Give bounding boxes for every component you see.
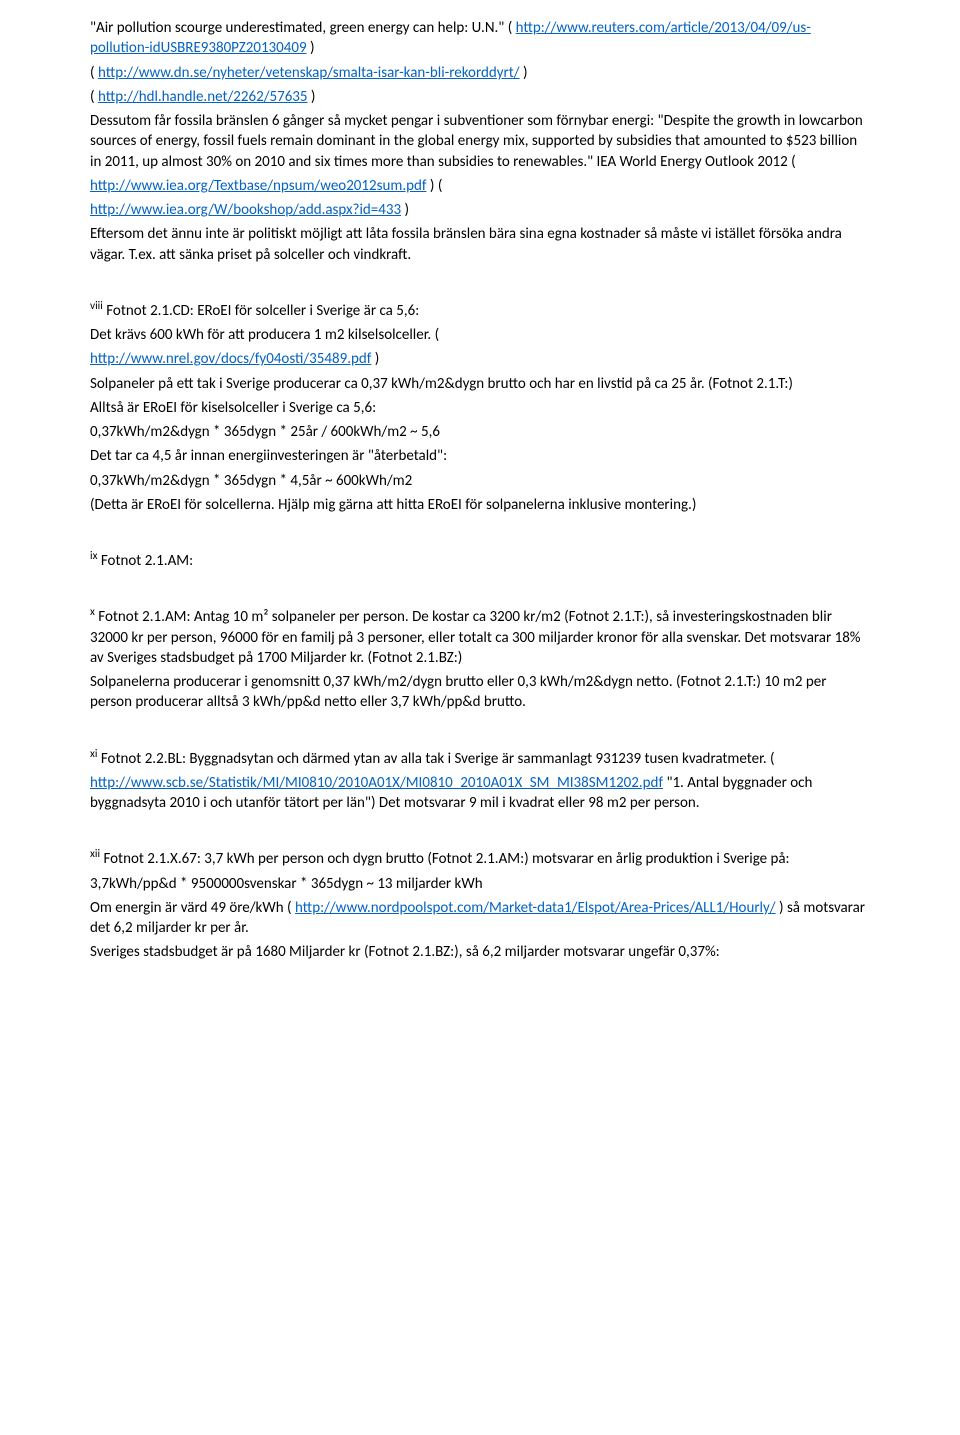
footnote-block-ix: ix Fotnot 2.1.AM:	[90, 551, 870, 571]
paragraph: Eftersom det ännu inte är politiskt möjl…	[90, 224, 870, 265]
link-nrel[interactable]: http://www.nrel.gov/docs/fy04osti/35489.…	[90, 350, 371, 368]
footnote-marker: xii	[90, 847, 100, 861]
paragraph: http://www.nrel.gov/docs/fy04osti/35489.…	[90, 349, 870, 369]
paragraph: "Air pollution scourge underestimated, g…	[90, 18, 870, 59]
text: (	[90, 64, 98, 82]
text: 3,7kWh/pp&d * 9500000svenskar * 365dygn …	[90, 875, 483, 893]
footnote-block-viii: viii Fotnot 2.1.CD: ERoEI för solceller …	[90, 301, 870, 515]
text: Det krävs 600 kWh för att producera 1 m2…	[90, 326, 439, 344]
paragraph: Alltså är ERoEI för kiselsolceller i Sve…	[90, 398, 870, 418]
text: Det tar ca 4,5 år innan energiinvesterin…	[90, 447, 447, 465]
footnote-marker: viii	[90, 299, 103, 313]
paragraph: (Detta är ERoEI för solcellerna. Hjälp m…	[90, 495, 870, 515]
text: Fotnot 2.1.AM: Antag 10 m² solpaneler pe…	[90, 608, 861, 667]
paragraph: Dessutom får fossila bränslen 6 gånger s…	[90, 111, 870, 172]
text: )	[404, 201, 409, 219]
paragraph: Om energin är värd 49 öre/kWh ( http://w…	[90, 898, 870, 939]
text: )	[311, 88, 316, 106]
footnote-block-x: x Fotnot 2.1.AM: Antag 10 m² solpaneler …	[90, 607, 870, 712]
document-page: "Air pollution scourge underestimated, g…	[0, 0, 960, 997]
paragraph: xi Fotnot 2.2.BL: Byggnadsytan och därme…	[90, 749, 870, 769]
paragraph: ( http://hdl.handle.net/2262/57635 )	[90, 87, 870, 107]
paragraph: x Fotnot 2.1.AM: Antag 10 m² solpaneler …	[90, 607, 870, 668]
text: "Air pollution scourge underestimated, g…	[90, 19, 512, 37]
text: ) (	[430, 177, 443, 195]
link-hdl[interactable]: http://hdl.handle.net/2262/57635	[98, 88, 308, 106]
text: (Detta är ERoEI för solcellerna. Hjälp m…	[90, 496, 696, 514]
footnote-block-air-pollution: "Air pollution scourge underestimated, g…	[90, 18, 870, 265]
paragraph: Solpaneler på ett tak i Sverige producer…	[90, 374, 870, 394]
paragraph: ix Fotnot 2.1.AM:	[90, 551, 870, 571]
text: Om energin är värd 49 öre/kWh (	[90, 899, 295, 917]
text: Fotnot 2.1.CD: ERoEI för solceller i Sve…	[106, 302, 419, 320]
paragraph: ( http://www.dn.se/nyheter/vetenskap/sma…	[90, 63, 870, 83]
footnote-block-xi: xi Fotnot 2.2.BL: Byggnadsytan och därme…	[90, 749, 870, 814]
paragraph: xii Fotnot 2.1.X.67: 3,7 kWh per person …	[90, 849, 870, 869]
text: Fotnot 2.1.AM:	[101, 552, 193, 570]
text: Alltså är ERoEI för kiselsolceller i Sve…	[90, 399, 376, 417]
text: )	[523, 64, 528, 82]
text: (	[90, 88, 98, 106]
paragraph: http://www.iea.org/W/bookshop/add.aspx?i…	[90, 200, 870, 220]
footnote-marker: xi	[90, 747, 97, 761]
paragraph: Sveriges stadsbudget är på 1680 Miljarde…	[90, 942, 870, 962]
paragraph: Det tar ca 4,5 år innan energiinvesterin…	[90, 446, 870, 466]
link-nordpool[interactable]: http://www.nordpoolspot.com/Market-data1…	[295, 899, 776, 917]
text: Sveriges stadsbudget är på 1680 Miljarde…	[90, 943, 720, 961]
paragraph: Det krävs 600 kWh för att producera 1 m2…	[90, 325, 870, 345]
text: )	[375, 350, 380, 368]
footnote-block-xii: xii Fotnot 2.1.X.67: 3,7 kWh per person …	[90, 849, 870, 962]
text: Solpaneler på ett tak i Sverige producer…	[90, 375, 793, 393]
footnote-marker: ix	[90, 549, 97, 563]
paragraph: http://www.scb.se/Statistik/MI/MI0810/20…	[90, 773, 870, 814]
text: Eftersom det ännu inte är politiskt möjl…	[90, 225, 842, 263]
text: )	[310, 39, 315, 57]
text: Solpanelerna producerar i genomsnitt 0,3…	[90, 673, 826, 711]
link-iea-bookshop[interactable]: http://www.iea.org/W/bookshop/add.aspx?i…	[90, 201, 401, 219]
text: 0,37kWh/m2&dygn * 365dygn * 25år / 600kW…	[90, 423, 440, 441]
paragraph: 3,7kWh/pp&d * 9500000svenskar * 365dygn …	[90, 874, 870, 894]
text: 0,37kWh/m2&dygn * 365dygn * 4,5år ~ 600k…	[90, 472, 412, 490]
link-scb[interactable]: http://www.scb.se/Statistik/MI/MI0810/20…	[90, 774, 663, 792]
link-iea-pdf[interactable]: http://www.iea.org/Textbase/npsum/weo201…	[90, 177, 426, 195]
text: Dessutom får fossila bränslen 6 gånger s…	[90, 112, 863, 171]
text: Fotnot 2.1.X.67: 3,7 kWh per person och …	[103, 850, 789, 868]
paragraph: 0,37kWh/m2&dygn * 365dygn * 4,5år ~ 600k…	[90, 471, 870, 491]
paragraph: http://www.iea.org/Textbase/npsum/weo201…	[90, 176, 870, 196]
footnote-marker: x	[90, 605, 95, 619]
paragraph: Solpanelerna producerar i genomsnitt 0,3…	[90, 672, 870, 713]
paragraph: viii Fotnot 2.1.CD: ERoEI för solceller …	[90, 301, 870, 321]
text: Fotnot 2.2.BL: Byggnadsytan och därmed y…	[101, 750, 775, 768]
link-dn[interactable]: http://www.dn.se/nyheter/vetenskap/smalt…	[98, 64, 520, 82]
paragraph: 0,37kWh/m2&dygn * 365dygn * 25år / 600kW…	[90, 422, 870, 442]
